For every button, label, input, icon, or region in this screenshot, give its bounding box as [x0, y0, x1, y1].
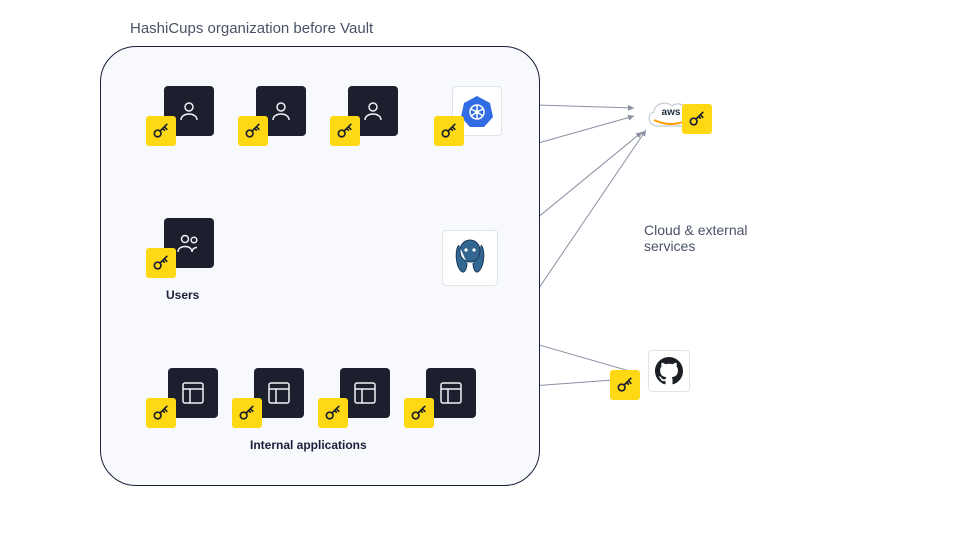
a3-key-badge — [318, 398, 348, 428]
apps-caption: Internal applications — [250, 438, 367, 452]
svg-text:aws: aws — [662, 107, 681, 118]
pg-node — [442, 230, 498, 286]
u1-key-badge — [146, 116, 176, 146]
u3-key-badge — [330, 116, 360, 146]
external-caption: Cloud & external services — [644, 222, 748, 254]
a4-key-badge — [404, 398, 434, 428]
gh-key-badge — [610, 370, 640, 400]
a1-key-badge — [146, 398, 176, 428]
aws-key-badge — [682, 104, 712, 134]
ug-key-badge — [146, 248, 176, 278]
k8s-key-badge — [434, 116, 464, 146]
a2-key-badge — [232, 398, 262, 428]
users-caption: Users — [166, 288, 199, 302]
gh-node — [648, 350, 690, 392]
diagram-title: HashiCups organization before Vault — [130, 20, 373, 37]
u2-key-badge — [238, 116, 268, 146]
